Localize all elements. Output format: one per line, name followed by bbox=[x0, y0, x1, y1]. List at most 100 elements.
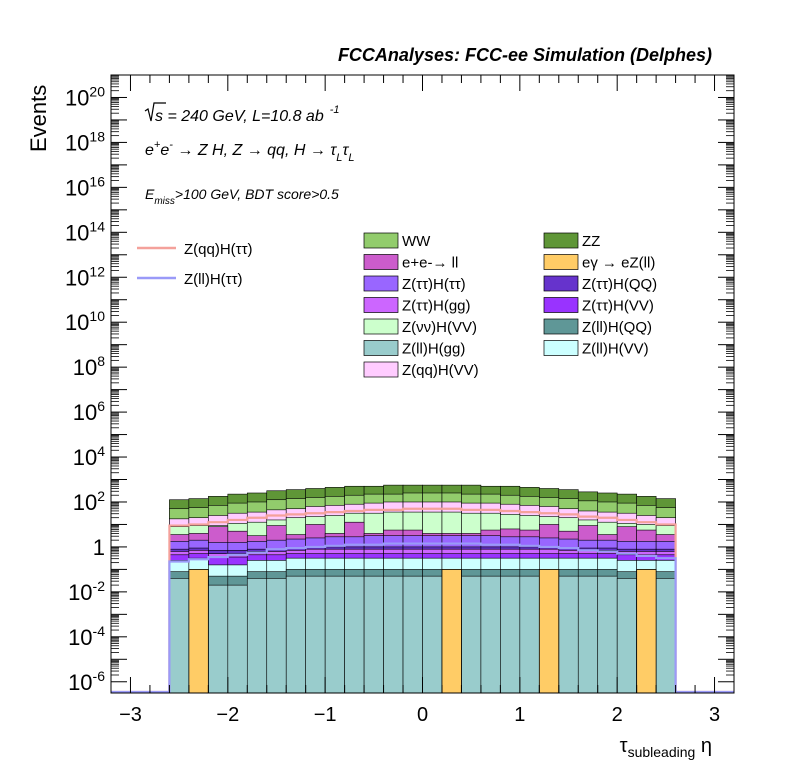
histogram-stack bbox=[169, 484, 676, 694]
x-tick-label: 3 bbox=[709, 704, 720, 726]
egamma-bar bbox=[441, 569, 462, 694]
stack-bar-z-ll-h-gg- bbox=[519, 575, 540, 694]
stack-bar-z-ll-h-gg- bbox=[558, 575, 579, 694]
y-tick-label: 1014 bbox=[65, 218, 105, 245]
process-annotation: e+e- → Z H, Z → qq, H → τLτL bbox=[145, 139, 355, 164]
legend-signal-label: Z(qq)H(ττ) bbox=[184, 241, 253, 258]
x-axis-ticks: −3 −2 −1 0 1 2 3 bbox=[110, 75, 735, 726]
x-tick-label: −3 bbox=[119, 704, 142, 726]
legend-label: ZZ bbox=[582, 233, 600, 250]
legend-swatch bbox=[543, 340, 579, 356]
signal-legend: Z(qq)H(ττ) Z(ll)H(ττ) bbox=[137, 241, 253, 288]
legend-swatch bbox=[543, 254, 579, 270]
legend-swatch bbox=[363, 254, 399, 270]
stack-bar-z-ll-h-gg- bbox=[597, 575, 618, 694]
legend-signal-label: Z(ll)H(ττ) bbox=[184, 271, 243, 288]
stack-bar-z-ll-h-gg- bbox=[208, 584, 229, 694]
x-tick-label: 1 bbox=[514, 704, 525, 726]
x-tick-label: −1 bbox=[314, 704, 337, 726]
signal-line-z-ll-h- bbox=[111, 542, 734, 694]
y-tick-label: 1018 bbox=[65, 128, 105, 155]
stack-bar-z-ll-h-gg- bbox=[266, 578, 287, 694]
plot-header-title: FCCAnalyses: FCC-ee Simulation (Delphes) bbox=[338, 45, 712, 65]
legend-swatch bbox=[543, 232, 579, 249]
stack-bar-z-ll-h-gg- bbox=[480, 575, 501, 694]
y-tick-label: 1016 bbox=[65, 173, 105, 200]
lumi-exponent: -1 bbox=[330, 104, 340, 116]
energy-lumi-annotation: s = 240 GeV, L=10.8 ab -1 bbox=[144, 102, 340, 125]
x-tick-label: −2 bbox=[216, 704, 239, 726]
legend-label: Z(ττ)H(ττ) bbox=[402, 276, 466, 293]
x-tick-label: 0 bbox=[417, 704, 428, 726]
y-tick-label: 102 bbox=[73, 488, 105, 515]
process-tau1-sub: L bbox=[336, 152, 342, 164]
stack-bar-z-ll-h-gg- bbox=[616, 578, 637, 694]
stack-bar-z-ll-h-gg- bbox=[246, 578, 268, 694]
x-axis-label-sub: subleading bbox=[628, 744, 696, 760]
x-tick-label: 2 bbox=[612, 704, 623, 726]
legend-label: eγ → eZ(ll) bbox=[582, 255, 655, 272]
legend-label: Z(ττ)H(VV) bbox=[582, 298, 654, 315]
legend-label: Z(νν)H(VV) bbox=[402, 319, 477, 336]
stack-bar-z-ll-h-gg- bbox=[285, 575, 306, 694]
cut-sub: miss bbox=[154, 196, 175, 207]
sqrt-s: s bbox=[155, 108, 163, 125]
x-axis-label-main: τ bbox=[620, 735, 628, 757]
y-axis-ticks: 10-6 10-4 10-2 1 102 104 106 108 1010 1012 1014 101… bbox=[65, 75, 734, 695]
energy-lumi: = 240 GeV, L=10.8 ab bbox=[163, 108, 324, 125]
legend-label: Z(qq)H(VV) bbox=[402, 362, 479, 379]
process-rest: → Z H, Z → qq, H → bbox=[173, 142, 330, 159]
egamma-bar bbox=[538, 569, 560, 694]
process-tau2: τ bbox=[342, 142, 349, 159]
y-tick-label: 1012 bbox=[65, 263, 105, 290]
stack-bar-z-ll-h-gg- bbox=[169, 578, 190, 694]
background-legend: WW ZZ e+e-→ ll eγ → eZ(ll) Z(ττ)H(ττ) Z(ττ)H(… bbox=[363, 232, 657, 379]
cut-rest: >100 GeV, BDT score>0.5 bbox=[175, 186, 339, 202]
egamma-bar bbox=[188, 569, 209, 694]
legend-swatch bbox=[363, 232, 399, 249]
process-sup1: + bbox=[154, 139, 161, 151]
legend-label: Z(ll)H(gg) bbox=[402, 341, 465, 358]
energy-lumi-text: s = 240 GeV, L=10.8 ab -1 bbox=[155, 104, 340, 125]
legend-swatch bbox=[363, 275, 399, 292]
y-tick-label: 1 bbox=[93, 535, 105, 560]
process-tau1: τ bbox=[330, 142, 337, 159]
egamma-bars bbox=[188, 569, 657, 694]
x-axis-label: τsubleading η bbox=[620, 735, 712, 760]
y-tick-label: 10-6 bbox=[68, 668, 105, 695]
stack-bar-z-ll-h-gg- bbox=[577, 575, 599, 694]
y-tick-label: 10-2 bbox=[68, 578, 105, 605]
stack-bar-z-ll-h-gg- bbox=[305, 575, 326, 694]
cut-e: E bbox=[145, 186, 155, 202]
y-tick-label: 1020 bbox=[65, 83, 105, 110]
stack-bar-z-ll-h-gg- bbox=[344, 575, 365, 694]
legend-swatch bbox=[543, 275, 579, 292]
y-tick-label: 1010 bbox=[65, 308, 105, 335]
stack-bar-z-ll-h-gg- bbox=[227, 584, 248, 694]
legend-swatch bbox=[363, 318, 399, 335]
legend-label: Z(ll)H(QQ) bbox=[582, 319, 652, 336]
legend-label: e+e-→ ll bbox=[402, 255, 458, 272]
stack-bar-z-ll-h-gg- bbox=[363, 575, 384, 694]
process-sup2: - bbox=[169, 139, 173, 151]
cut-annotation: Emiss>100 GeV, BDT score>0.5 bbox=[145, 186, 339, 207]
stack-bar-z-ll-h-gg- bbox=[655, 578, 676, 694]
stack-bar-z-ll-h-gg- bbox=[383, 575, 404, 694]
stack-bar-z-ll-h-gg- bbox=[500, 575, 521, 694]
legend-label: Z(ττ)H(QQ) bbox=[582, 276, 657, 293]
signal-line-z-qq-h- bbox=[111, 507, 734, 694]
stack-bar-z-ll-h-gg- bbox=[402, 575, 423, 694]
y-axis-label: Events bbox=[26, 85, 51, 152]
stack-bar-z-ll-h-gg- bbox=[324, 575, 345, 694]
process-tau2-sub: L bbox=[348, 152, 354, 164]
stack-bar-z-ll-h-gg- bbox=[422, 575, 443, 694]
legend-swatch bbox=[543, 297, 579, 313]
legend-swatch bbox=[543, 318, 579, 335]
x-axis-label-tail: η bbox=[695, 735, 712, 757]
legend-swatch bbox=[363, 361, 399, 378]
sqrt-symbol-icon bbox=[144, 102, 166, 122]
legend-swatch bbox=[363, 340, 399, 356]
process-e1: e bbox=[145, 142, 154, 159]
legend-label: Z(ττ)H(gg) bbox=[402, 298, 471, 315]
